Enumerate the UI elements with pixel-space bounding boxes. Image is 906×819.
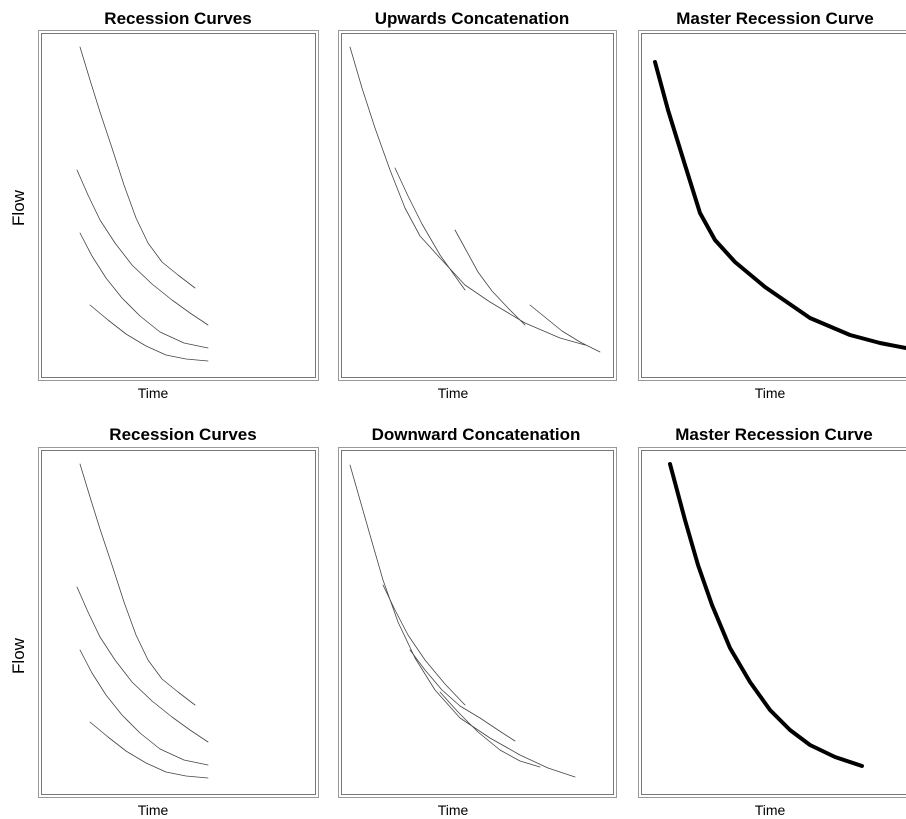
panel-frame: [41, 33, 316, 378]
y-label: Flow: [9, 189, 28, 226]
concatenated-curve: [529, 304, 601, 353]
recession-curve: [79, 46, 196, 289]
recession-curve: [89, 304, 209, 362]
master-curve: [653, 60, 906, 350]
panel-title: Recession Curves: [104, 9, 251, 28]
panel-frame: [638, 30, 906, 381]
x-label: Time: [438, 385, 469, 401]
concatenated-curve: [454, 229, 526, 326]
concatenated-curve: [409, 649, 516, 742]
concatenated-curve: [394, 167, 466, 291]
x-label: Time: [438, 802, 469, 818]
panel-title: Upwards Concatenation: [375, 9, 570, 28]
panel-title: Master Recession Curve: [675, 425, 872, 444]
panel-frame: [41, 450, 316, 795]
frames: [38, 30, 906, 798]
recession-curve: [76, 169, 209, 326]
curves-top: [76, 46, 906, 362]
recession-curve: [76, 586, 209, 743]
y-label: Flow: [9, 637, 28, 674]
recession-curve: [79, 232, 209, 349]
concatenated-curve: [382, 584, 466, 706]
panel-title: Recession Curves: [109, 425, 256, 444]
panel-frame: [38, 30, 319, 381]
master-curve: [668, 462, 864, 768]
recession-curve: [79, 649, 209, 766]
panel-title: Master Recession Curve: [676, 9, 873, 28]
concatenated-curve: [439, 691, 541, 768]
concatenated-curve: [349, 46, 586, 346]
panel-title: Downward Concatenation: [372, 425, 581, 444]
recession-curve: [79, 463, 196, 706]
x-label: Time: [138, 385, 169, 401]
concatenated-curve: [349, 464, 576, 778]
curves-bottom: [76, 462, 864, 779]
recession-curve: [89, 721, 209, 779]
panel-frame: [38, 447, 319, 798]
panel-frame: [341, 33, 614, 378]
panel-frame: [641, 450, 906, 795]
panel-frame: [338, 30, 617, 381]
panel-frame: [638, 447, 906, 798]
x-label: Time: [138, 802, 169, 818]
panel-frame: [641, 33, 906, 378]
x-label: Time: [755, 802, 786, 818]
x-label: Time: [755, 385, 786, 401]
panel-frame: [338, 447, 617, 798]
panel-frame: [341, 450, 614, 795]
